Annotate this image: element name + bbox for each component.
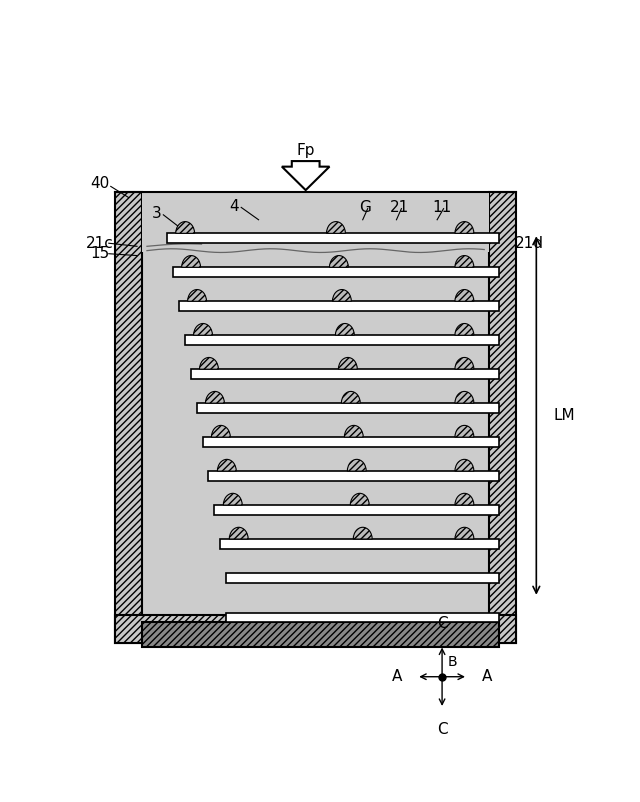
Text: Fp: Fp	[296, 143, 315, 158]
Wedge shape	[335, 323, 355, 335]
Wedge shape	[455, 527, 474, 539]
Bar	[227, 613, 499, 622]
Bar	[220, 539, 499, 549]
Text: 21c: 21c	[86, 236, 114, 251]
Text: G: G	[359, 200, 371, 215]
Bar	[489, 192, 516, 642]
Bar	[196, 403, 499, 413]
Bar	[115, 615, 516, 642]
Bar	[202, 437, 499, 447]
Wedge shape	[350, 493, 369, 505]
Bar	[185, 335, 499, 345]
Text: LM: LM	[554, 408, 575, 423]
Text: 11: 11	[433, 200, 452, 215]
Text: 40: 40	[90, 176, 109, 192]
Text: A: A	[482, 669, 492, 684]
Wedge shape	[455, 290, 474, 302]
Wedge shape	[339, 358, 357, 369]
Wedge shape	[455, 391, 474, 403]
Wedge shape	[330, 256, 348, 267]
Wedge shape	[455, 358, 474, 369]
Wedge shape	[218, 460, 236, 471]
Bar	[167, 233, 499, 243]
Wedge shape	[182, 256, 200, 267]
Wedge shape	[341, 391, 360, 403]
Text: 15: 15	[90, 246, 109, 261]
Wedge shape	[176, 221, 195, 233]
Wedge shape	[353, 527, 372, 539]
Wedge shape	[188, 290, 207, 302]
Text: 3: 3	[152, 206, 162, 221]
Bar	[191, 369, 499, 379]
Wedge shape	[455, 323, 474, 335]
Wedge shape	[211, 425, 230, 437]
Wedge shape	[344, 425, 364, 437]
Text: 21: 21	[390, 200, 410, 215]
Wedge shape	[348, 460, 366, 471]
Text: C: C	[436, 723, 447, 737]
Wedge shape	[332, 290, 351, 302]
Polygon shape	[282, 161, 330, 190]
Bar	[142, 192, 489, 615]
Bar	[115, 192, 142, 642]
Wedge shape	[455, 256, 474, 267]
Bar	[142, 192, 489, 252]
Wedge shape	[455, 493, 474, 505]
Bar	[209, 471, 499, 481]
Wedge shape	[455, 425, 474, 437]
Bar	[142, 622, 499, 647]
Wedge shape	[229, 527, 248, 539]
Wedge shape	[223, 493, 242, 505]
Text: B: B	[448, 655, 458, 670]
Bar	[227, 573, 499, 583]
Bar	[173, 267, 499, 277]
Text: C: C	[436, 616, 447, 631]
Text: 21d: 21d	[515, 236, 543, 251]
Wedge shape	[326, 221, 346, 233]
Wedge shape	[205, 391, 225, 403]
Wedge shape	[455, 460, 474, 471]
Text: A: A	[392, 669, 403, 684]
Bar	[214, 505, 499, 515]
Wedge shape	[455, 221, 474, 233]
Bar	[179, 302, 499, 311]
Wedge shape	[200, 358, 218, 369]
Wedge shape	[193, 323, 212, 335]
Text: 4: 4	[229, 199, 239, 213]
